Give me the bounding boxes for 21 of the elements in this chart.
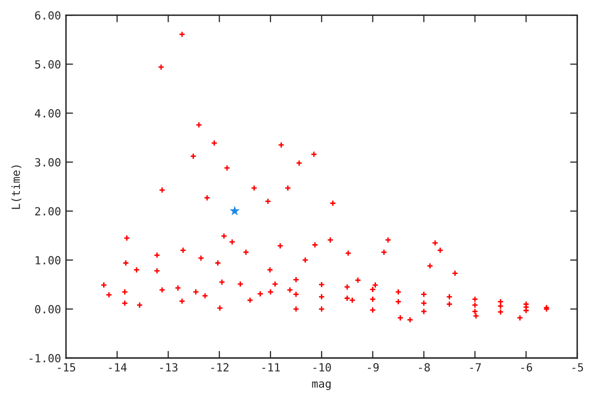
- x-tick-label: -10: [314, 363, 331, 372]
- x-axis-title: mag: [312, 381, 331, 390]
- y-tick-label: 4.00: [34, 109, 60, 118]
- x-tick-label: -8: [419, 363, 430, 372]
- x-tick-label: -9: [368, 363, 379, 372]
- y-tick-label: -1.00: [30, 354, 60, 362]
- y-tick-label: 2.00: [35, 207, 60, 216]
- x-tick-label: -14: [109, 363, 127, 372]
- y-axis-title: L(time): [11, 165, 22, 209]
- y-tick-label: 3.00: [35, 158, 60, 167]
- x-tick-label: -7: [470, 363, 481, 372]
- y-tick-label: 0.00: [35, 305, 60, 314]
- x-tick-label: -12: [211, 363, 228, 372]
- x-tick-label: -5: [572, 363, 583, 372]
- y-tick-label: 1.00: [36, 256, 60, 264]
- y-tick-label: 6.00: [35, 11, 60, 20]
- x-tick-label: -11: [262, 363, 280, 372]
- x-tick-label: -13: [160, 363, 178, 372]
- x-tick-label: -15: [58, 363, 76, 372]
- x-tick-label: -6: [521, 363, 532, 372]
- y-tick-label: 5.00: [35, 60, 60, 69]
